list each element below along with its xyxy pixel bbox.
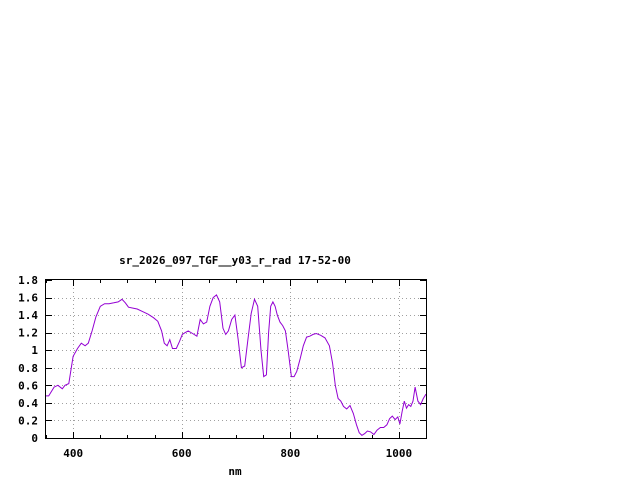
y-tick-label: 1.4: [18, 309, 38, 322]
x-tick-labels: 400 600 800 1000: [63, 447, 412, 460]
y-tick-label: 1.8: [18, 274, 38, 287]
series-line: [46, 294, 427, 437]
chart-title: sr_2026_097_TGF__y03_r_rad 17-52-00: [119, 254, 351, 267]
y-tick-label: 0.2: [18, 414, 38, 427]
y-tick-label: 0.4: [18, 397, 38, 410]
y-tick-labels: 0 0.2 0.4 0.6 0.8 1 1.2 1.4 1.6 1.8: [18, 274, 38, 445]
y-tick-label: 1: [31, 344, 38, 357]
y-tick-label: 1.2: [18, 327, 38, 340]
grid-lines: [46, 280, 426, 438]
x-axis-label: nm: [228, 465, 242, 478]
plot-frame: [45, 279, 427, 439]
y-tick-label: 1.6: [18, 292, 38, 305]
x-tick-label: 800: [280, 447, 300, 460]
series-lines: [46, 294, 427, 437]
y-tick-label: 0.8: [18, 362, 38, 375]
x-tick-label: 1000: [386, 447, 413, 460]
x-tick-label: 400: [63, 447, 83, 460]
y-tick-label: 0.6: [18, 379, 38, 392]
axis-ticks: [46, 280, 427, 439]
x-tick-label: 600: [172, 447, 192, 460]
y-tick-label: 0: [31, 432, 38, 445]
